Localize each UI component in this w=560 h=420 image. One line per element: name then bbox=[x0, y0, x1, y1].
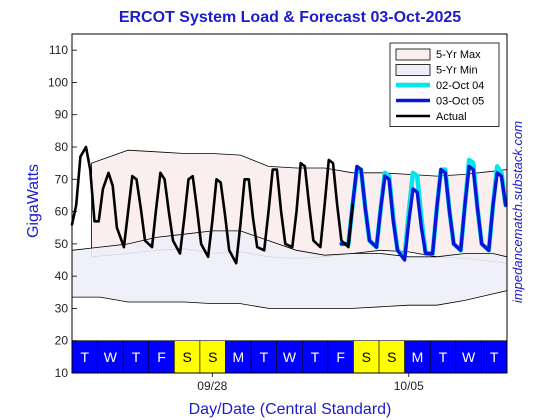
y-axis-label: GigaWatts bbox=[25, 164, 42, 238]
day-cell bbox=[404, 340, 431, 374]
day-cell bbox=[327, 340, 354, 374]
day-cell bbox=[481, 340, 508, 374]
series-line bbox=[70, 145, 354, 265]
legend-label: 03-Oct 05 bbox=[436, 96, 484, 108]
y-tick-label: 40 bbox=[55, 269, 69, 283]
legend-swatch bbox=[395, 64, 431, 76]
day-label: M bbox=[412, 349, 424, 365]
day-label: S bbox=[362, 349, 371, 365]
day-label: T bbox=[132, 349, 141, 365]
legend-label: 5-Yr Max bbox=[436, 49, 481, 61]
day-label: T bbox=[260, 349, 269, 365]
y-tick-label: 20 bbox=[55, 334, 69, 348]
day-label: T bbox=[439, 349, 448, 365]
y-tick-label: 100 bbox=[48, 75, 68, 89]
day-label: W bbox=[462, 349, 476, 365]
day-cell bbox=[429, 340, 457, 374]
y-tick-label: 10 bbox=[55, 366, 69, 380]
day-cell bbox=[250, 340, 278, 374]
y-tick-label: 110 bbox=[49, 43, 68, 57]
y-tick-label: 50 bbox=[55, 237, 69, 251]
day-label: F bbox=[336, 349, 345, 365]
plot-area: T W T F S S M T W T F S S M T W T10203040506070809010011… bbox=[48, 33, 508, 393]
day-cell bbox=[455, 340, 482, 374]
y-tick-label: 90 bbox=[55, 108, 69, 122]
legend-label: 5-Yr Min bbox=[436, 65, 478, 77]
day-cell bbox=[225, 340, 252, 374]
y-tick-label: 60 bbox=[55, 205, 69, 219]
day-label: S bbox=[387, 349, 396, 365]
legend-label: Actual bbox=[436, 111, 467, 123]
plot-frame bbox=[71, 33, 508, 374]
x-axis-label: Day/Date (Central Standard) bbox=[189, 401, 392, 418]
watermark: impedancematch.substack.com bbox=[510, 121, 525, 303]
x-tick-label: 09/28 bbox=[197, 379, 227, 393]
day-label: W bbox=[283, 349, 297, 365]
day-label: S bbox=[208, 349, 217, 365]
chart-title: ERCOT System Load & Forecast 03-Oct-2025 bbox=[119, 9, 461, 26]
y-tick-label: 80 bbox=[55, 140, 69, 154]
day-cell bbox=[199, 340, 226, 374]
day-label: F bbox=[157, 349, 166, 365]
day-label: T bbox=[490, 349, 499, 365]
day-label: S bbox=[182, 349, 191, 365]
x-tick-label: 10/05 bbox=[394, 379, 424, 393]
day-label: T bbox=[311, 349, 320, 365]
day-label: M bbox=[232, 349, 244, 365]
series-line bbox=[339, 164, 508, 262]
y-tick-label: 70 bbox=[55, 172, 69, 186]
legend-swatch bbox=[395, 48, 431, 61]
y-tick-label: 30 bbox=[55, 301, 69, 315]
day-label: W bbox=[104, 349, 118, 365]
legend-label: 02-Oct 04 bbox=[436, 80, 484, 92]
day-label: T bbox=[81, 349, 90, 365]
